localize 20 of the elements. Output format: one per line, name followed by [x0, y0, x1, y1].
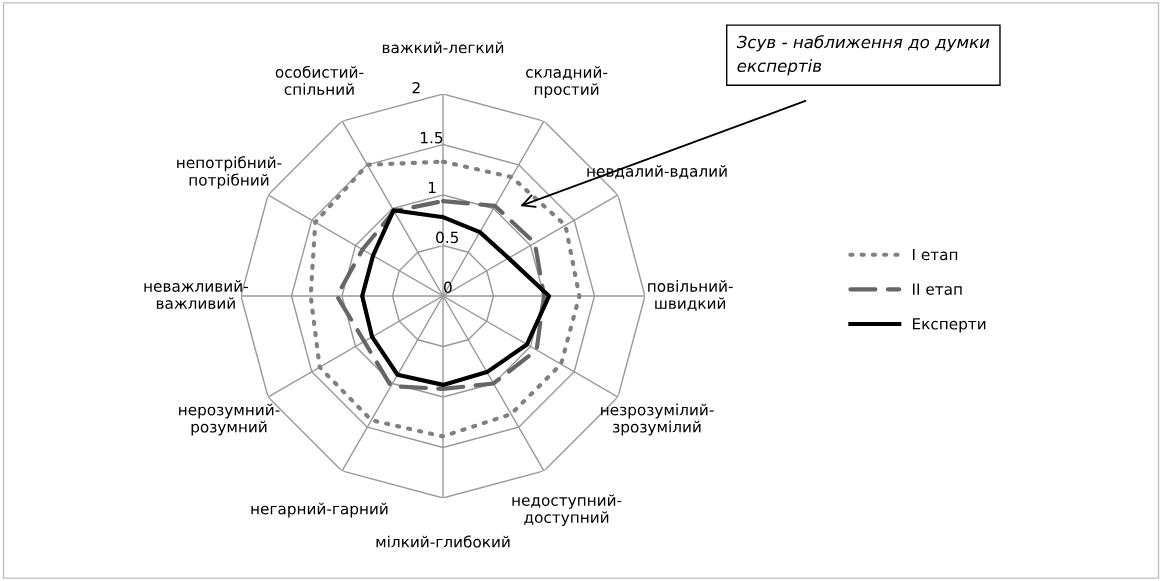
spoke-label: негарний-гарний: [251, 502, 388, 518]
y-tick-label: 0.5: [436, 231, 459, 244]
spoke-label: непотрібний- потрібний: [177, 156, 282, 189]
y-tick-label: 2: [412, 81, 420, 94]
spoke-label: незрозумілий- зрозумілий: [601, 403, 714, 436]
spoke-label: особистий- спільний: [275, 65, 364, 95]
legend-label: I етап: [913, 248, 958, 261]
legend-label: II етап: [913, 283, 962, 295]
spoke-label: нерозумний- розумний: [179, 403, 280, 436]
spoke-label: неважливий- важливий: [144, 280, 248, 309]
text: Зсув - наближення до думки експертів: [736, 35, 990, 76]
y-tick-label: 1.5: [420, 132, 443, 144]
legend-label: Експерти: [913, 318, 986, 333]
spoke-label: мілкий-глибокий: [376, 535, 510, 548]
spoke-label: складний- простий: [526, 66, 608, 98]
spoke-label: повільний- швидкий: [648, 280, 733, 311]
spoke-label: важкий-легкий: [382, 41, 504, 54]
y-tick-label: 0: [444, 281, 452, 294]
spoke-label: недоступний- доступний: [512, 494, 622, 526]
y-tick-label: 1: [428, 181, 436, 194]
